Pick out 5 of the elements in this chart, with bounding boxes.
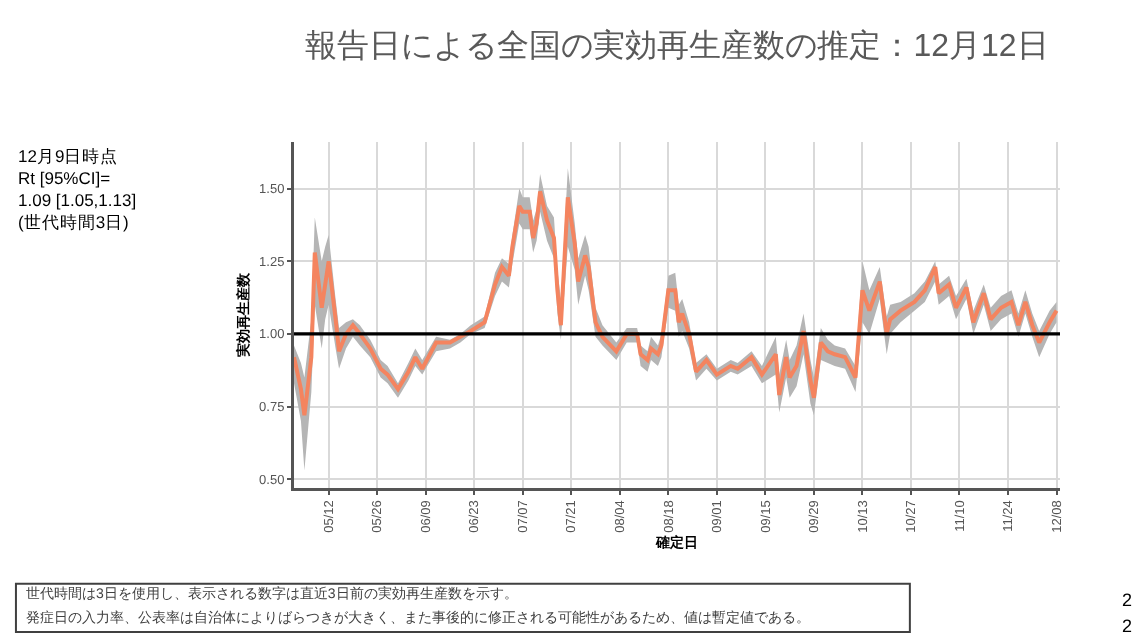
text: 2 xyxy=(1122,590,1133,610)
chart-title: 報告日による全国の実効再生産数の推定：12月12日 xyxy=(305,28,1049,64)
text: 12月9日時点 Rt [95%CI]= 1.09 [1.05,1.13] (世代時間3日) xyxy=(18,146,137,233)
text: 2 xyxy=(1122,616,1133,636)
line-series xyxy=(294,189,1059,418)
